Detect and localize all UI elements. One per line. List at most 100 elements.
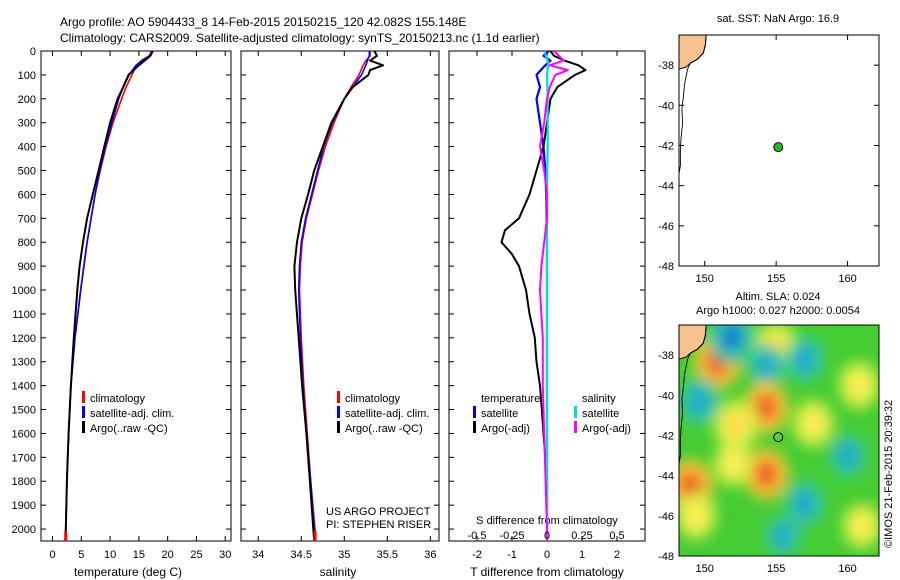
y-tick-label: 0 (30, 46, 36, 58)
legend-swatch-argo (337, 421, 340, 433)
legend-swatch-t-argo (473, 421, 476, 433)
salinity-legend: climatology satellite-adj. clim. Argo(..… (337, 391, 429, 435)
x-tick-label: -1 (507, 549, 517, 561)
x-tick-label: 0 (49, 549, 55, 561)
map-y-tick-label: -46 (658, 511, 674, 523)
bottom-marker (64, 531, 68, 541)
y-tick-label: 700 (18, 213, 36, 225)
x-tick-label: -2 (472, 549, 482, 561)
difference-legend-t-argo: Argo(-adj) (481, 423, 530, 435)
sla-anomaly-mid (849, 510, 875, 541)
argo-float-marker (773, 432, 784, 443)
y-tick-label: 1300 (12, 357, 36, 369)
x-tick-label: 0 (544, 549, 550, 561)
sla-map: 150 155 160 -38 -40 -42 -44 -46 -48 (658, 325, 879, 575)
header-line-2: Climatology: CARS2009. Satellite-adjuste… (60, 31, 540, 45)
temperature-xlabel: temperature (deg C) (74, 565, 182, 579)
sla-map-title-2: Argo h1000: 0.027 h2000: 0.0054 (696, 305, 860, 317)
legend-swatch-s-satellite (574, 406, 577, 418)
difference-legend-s-satellite: satellite (582, 408, 619, 420)
x-tick-label: 2 (614, 549, 620, 561)
x-tick-label: 34 (252, 549, 264, 561)
s-tick-label: 0.5 (609, 530, 624, 542)
sla-anomaly-core (724, 327, 740, 347)
x-tick-label: 30 (219, 549, 231, 561)
map-x-tick-label: 155 (767, 563, 785, 575)
sla-anomaly-mid (720, 448, 746, 479)
map-y-tick-label: -38 (658, 350, 674, 362)
temperature-chart: 0 5 10 15 20 25 300100200300400500600700800900… (12, 46, 232, 561)
sla-anomaly-mid (685, 385, 713, 418)
x-tick-label: 20 (162, 549, 174, 561)
map-x-tick-label: 160 (838, 563, 856, 575)
difference-legend-s-argo: Argo(-adj) (582, 423, 631, 435)
side-timestamp: ©IMOS 21-Feb-2015 20:39:32 (883, 400, 895, 548)
series-line-s-argo-adj (539, 51, 569, 541)
temperature-legend-argo: Argo(..raw -QC) (90, 423, 168, 435)
credits-line-1: US ARGO PROJECT (326, 506, 431, 518)
difference-xlabel: T difference from climatology (470, 565, 624, 579)
legend-swatch-argo (82, 421, 85, 433)
series-line-climatology (298, 51, 371, 541)
salinity-legend-satellite: satellite-adj. clim. (345, 408, 429, 420)
salinity-chart: 34 34.5 35 35.5 36 (241, 50, 439, 561)
temperature-panel (40, 50, 232, 542)
legend-swatch-s-argo (574, 421, 577, 433)
legend-swatch-satellite (82, 406, 85, 418)
sla-anomaly-core (759, 398, 773, 416)
map-y-tick-label: -38 (658, 60, 674, 72)
y-tick-label: 1900 (12, 500, 36, 512)
map-x-tick-label: 150 (696, 563, 714, 575)
y-tick-label: 1400 (12, 381, 36, 393)
sla-anomaly-core (759, 465, 773, 483)
difference-legend: temperature satellite Argo(-adj) salinit… (473, 393, 631, 435)
salinity-panel (240, 50, 440, 542)
map-x-tick-label: 160 (838, 273, 856, 285)
y-tick-label: 400 (18, 142, 36, 154)
x-tick-label: 25 (190, 549, 202, 561)
map-y-tick-label: -48 (658, 261, 674, 273)
map-y-tick-label: -44 (658, 181, 674, 193)
sla-anomaly-mid (772, 522, 795, 550)
s-tick-label: -0.25 (499, 530, 524, 542)
bottom-marker (313, 531, 317, 541)
difference-legend-t-title: temperature (481, 393, 540, 405)
temperature-legend-climatology: climatology (90, 393, 146, 405)
sla-anomaly-mid (792, 488, 818, 519)
y-tick-label: 100 (18, 70, 36, 82)
y-tick-label: 300 (18, 118, 36, 130)
map-x-tick-label: 150 (696, 273, 714, 285)
y-tick-label: 1500 (12, 405, 36, 417)
x-tick-label: 1 (579, 549, 585, 561)
map-y-tick-label: -46 (658, 221, 674, 233)
sst-map-title: sat. SST: NaN Argo: 16.9 (717, 13, 839, 25)
map-y-tick-label: -40 (658, 390, 674, 402)
sla-map-title-1: Altim. SLA: 0.024 (736, 291, 821, 303)
header-line-1: Argo profile: AO 5904433_8 14-Feb-2015 2… (60, 15, 466, 29)
y-tick-label: 500 (18, 166, 36, 178)
s-tick-label: -0.5 (468, 530, 487, 542)
argo-float-marker (773, 142, 784, 153)
x-tick-label: 15 (133, 549, 145, 561)
y-tick-label: 1700 (12, 452, 36, 464)
coastline (679, 325, 707, 464)
x-tick-label: 5 (78, 549, 84, 561)
series-line-climatology (64, 51, 153, 541)
difference-legend-s-title: salinity (582, 393, 616, 405)
x-tick-label: 35.5 (377, 549, 398, 561)
s-tick-label: 0.25 (571, 530, 592, 542)
legend-swatch-climatology (82, 391, 85, 403)
sla-anomaly-mid (754, 350, 778, 380)
y-tick-label: 1800 (12, 476, 36, 488)
temperature-legend-satellite: satellite-adj. clim. (90, 408, 174, 420)
y-tick-label: 1600 (12, 428, 36, 440)
sla-anomaly-mid (800, 407, 827, 440)
difference-chart: -2 -1 0 1 2 -0.5 -0.25 0 0.25 0.5 (449, 50, 645, 561)
salinity-xlabel: salinity (320, 565, 357, 579)
temperature-legend: climatology satellite-adj. clim. Argo(..… (82, 391, 174, 435)
y-tick-label: 1000 (12, 285, 36, 297)
sla-anomaly-core (683, 476, 698, 495)
coastline (679, 35, 707, 174)
map-y-tick-label: -44 (658, 471, 674, 483)
